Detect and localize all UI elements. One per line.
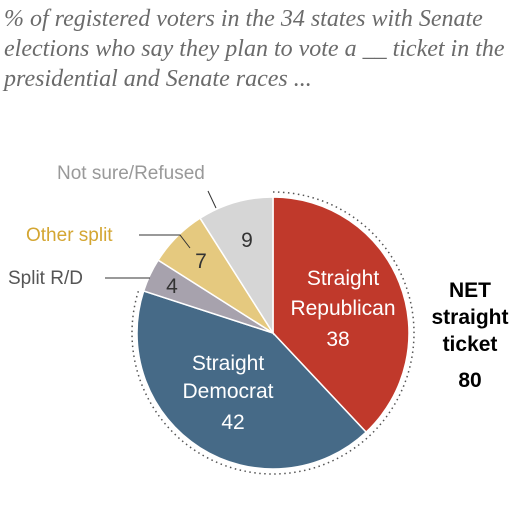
chart-subtitle: % of registered voters in the 34 states … — [4, 6, 505, 92]
pie-slice-straight-republican — [272, 196, 410, 434]
slice-value-straight-republican: 38 — [326, 328, 349, 351]
slice-label-other-split: Other split — [26, 225, 113, 246]
slice-label-straight-republican: Straight — [307, 267, 380, 290]
leader-line-other-split — [139, 234, 191, 249]
slice-label-straight-democrat: Straight — [192, 352, 265, 375]
leader-line-not-sure-refused — [207, 190, 217, 209]
slice-label-split-r-d: Split R/D — [8, 268, 83, 289]
slice-value-other-split: 7 — [195, 250, 207, 273]
slice-value-straight-democrat: 42 — [221, 411, 244, 434]
net-label: straight — [431, 306, 508, 329]
net-label: NET — [449, 279, 491, 302]
pie-slice-straight-democrat — [136, 290, 368, 470]
net-label: ticket — [443, 333, 498, 356]
pie-slice-not-sure-refused — [199, 196, 274, 336]
slice-label-not-sure-refused: Not sure/Refused — [57, 163, 205, 184]
net-value: 80 — [458, 369, 481, 392]
slice-label-straight-republican: Republican — [290, 297, 395, 320]
slice-value-not-sure-refused: 9 — [241, 229, 253, 252]
slice-label-straight-democrat: Democrat — [182, 380, 273, 403]
slice-value-split-r-d: 4 — [166, 275, 178, 298]
